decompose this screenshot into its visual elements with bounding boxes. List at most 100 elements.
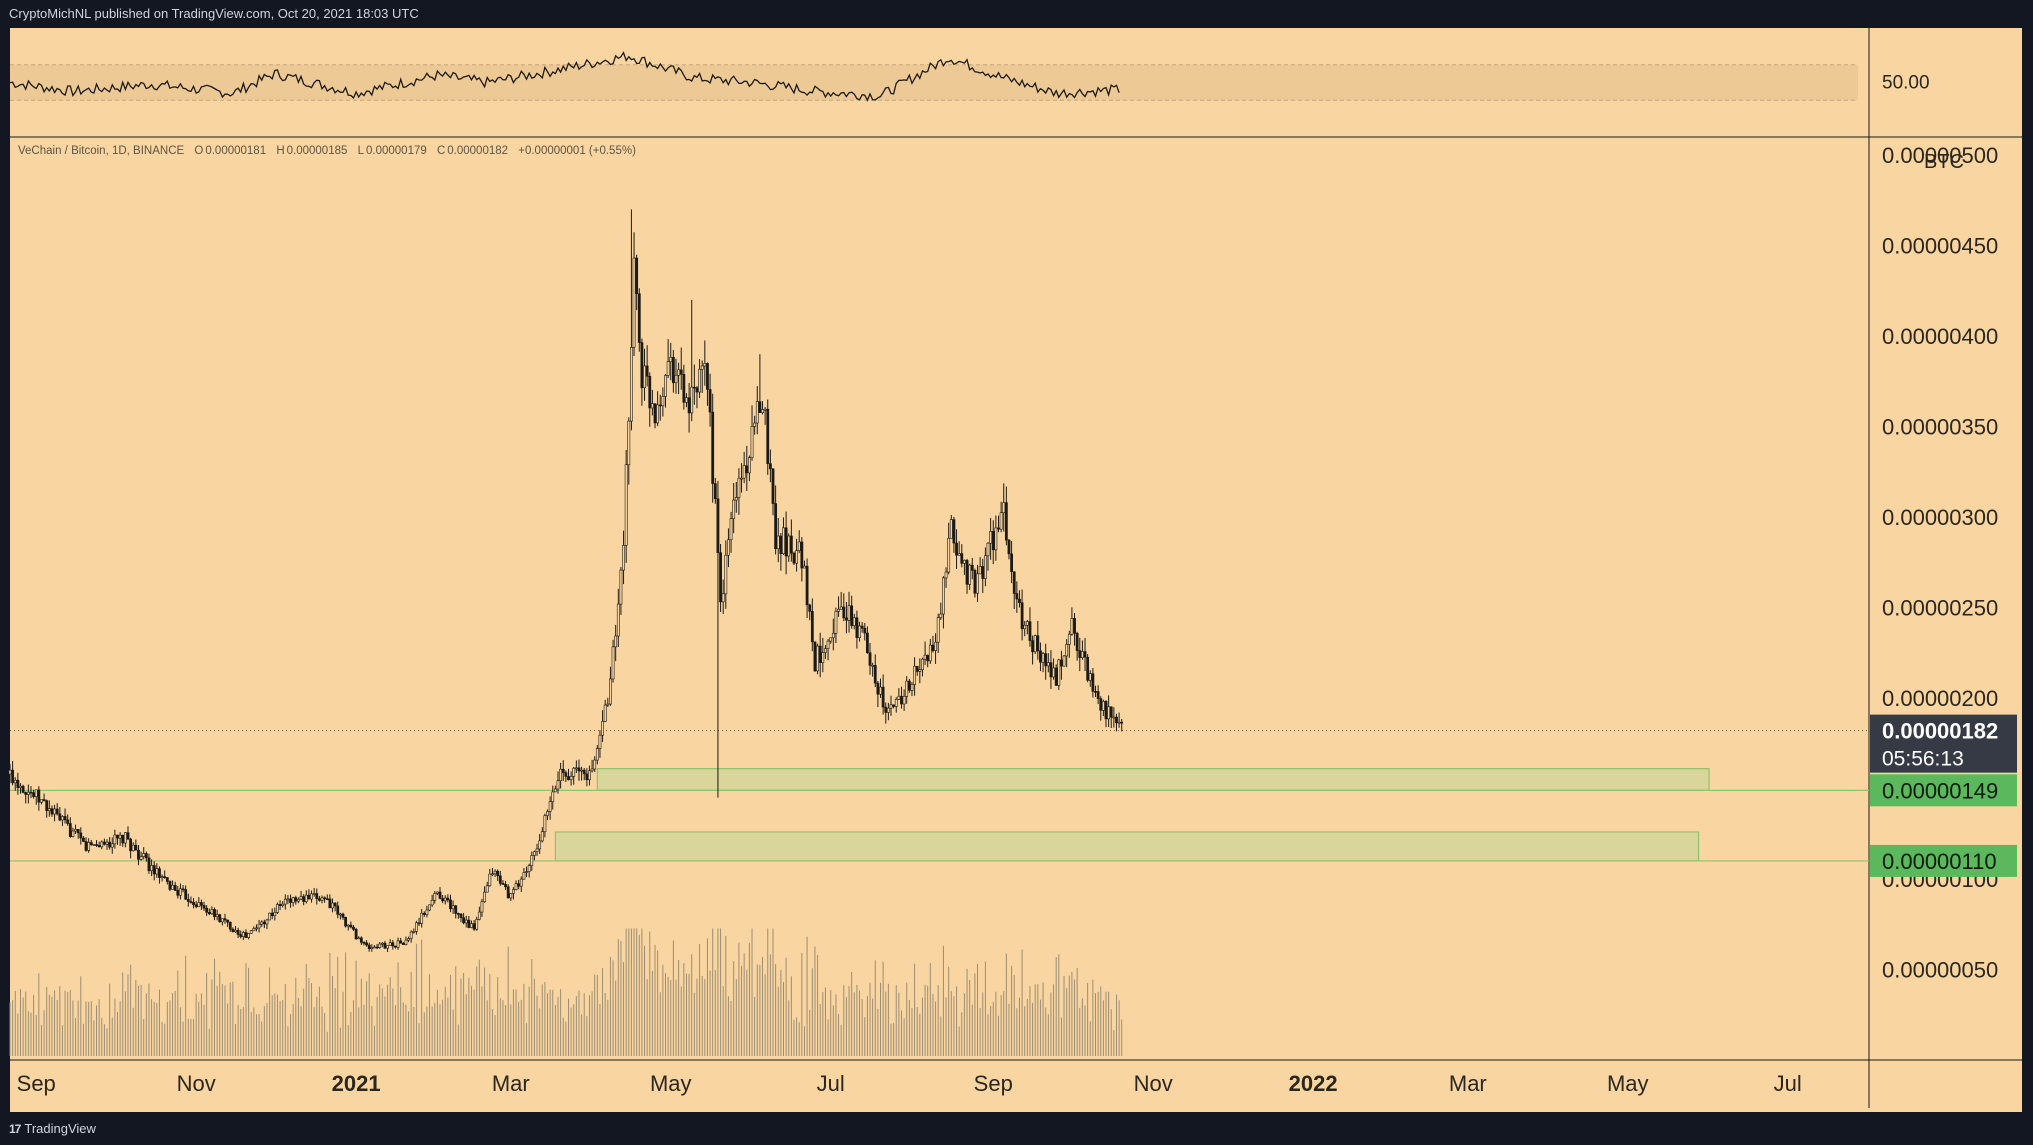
candle-body [247, 933, 251, 938]
candle-body [973, 570, 977, 594]
candle-body [1049, 662, 1053, 678]
candle-body [818, 645, 822, 663]
candle-body [491, 873, 494, 876]
candle-body [97, 845, 101, 848]
price-tick-0: 0.00000500 [1882, 143, 1998, 168]
candle-body [614, 635, 618, 648]
candle-body [231, 928, 235, 933]
legend-open: 0.00000181 [205, 145, 267, 157]
candle-body [1020, 602, 1024, 630]
legend-symbol: VeChain / Bitcoin, 1D, BINANCE [18, 145, 185, 157]
candle-body [186, 898, 190, 902]
candle-body [68, 823, 72, 837]
candle-body [61, 816, 64, 821]
candle-body [401, 942, 405, 945]
candle-body [228, 921, 232, 930]
candle-body [110, 843, 114, 848]
candle-body [210, 909, 214, 914]
tradingview-logo-icon: 17 [9, 1121, 21, 1136]
candle-body [737, 477, 741, 498]
support-zone-2[interactable] [554, 831, 1700, 862]
candle-body [249, 930, 253, 934]
candle-body [695, 387, 699, 393]
candle-body [262, 921, 266, 925]
candle-body [176, 890, 180, 896]
support-zone-1[interactable] [596, 768, 1710, 791]
tradingview-logo-text: TradingView [24, 1121, 96, 1136]
candle-body [268, 912, 271, 921]
support-price-label-1: 0.00000149 [1882, 778, 1998, 803]
candle-body [131, 844, 135, 852]
candle-body [394, 945, 397, 948]
candle-body [525, 871, 528, 873]
candle-body [590, 768, 594, 772]
candle-body [336, 905, 340, 915]
candle-body [257, 923, 261, 929]
candle-body [349, 924, 353, 928]
candle-body [307, 894, 311, 900]
legend-high: 0.00000185 [286, 145, 348, 157]
candle-body [936, 617, 940, 643]
candle-body [921, 658, 924, 670]
candle-body [551, 791, 555, 802]
candle-body [317, 898, 321, 901]
candle-body [323, 897, 327, 900]
candle-body [454, 905, 458, 914]
candle-body [79, 832, 83, 839]
candle-body [635, 257, 639, 295]
candle-body [89, 842, 93, 846]
candle-body [816, 645, 819, 672]
candle-body [789, 535, 793, 554]
candle-body [189, 901, 193, 903]
candle-body [868, 652, 872, 666]
candle-body [139, 856, 143, 860]
candle-body [346, 924, 350, 927]
candle-body [391, 942, 395, 947]
candle-body [553, 788, 557, 793]
candle-body [580, 769, 583, 772]
candle-body [942, 577, 945, 615]
candle-body [265, 919, 269, 925]
candle-body [483, 891, 486, 903]
candle-body [1065, 644, 1069, 657]
candle-body [380, 942, 384, 945]
candle-body [732, 499, 736, 519]
candle-body [900, 695, 903, 705]
candle-body [378, 943, 382, 948]
candle-body [76, 828, 80, 834]
tradingview-logo[interactable]: 17 TradingView [9, 1121, 96, 1136]
candle-body [970, 564, 974, 571]
candle-body [991, 531, 995, 551]
candle-body [821, 652, 825, 663]
price-tick-6: 0.00000200 [1882, 686, 1998, 711]
candle-body [184, 889, 188, 900]
candle-body [1115, 716, 1118, 724]
candle-body [965, 559, 969, 585]
candle-body [661, 396, 665, 407]
candle-body [373, 946, 376, 949]
candle-body [585, 773, 589, 781]
candle-body [666, 361, 670, 376]
candle-body [1031, 640, 1034, 653]
candle-body [588, 770, 591, 781]
candle-body [383, 942, 387, 949]
candle-body [234, 929, 237, 933]
candle-body [488, 873, 492, 887]
price-unit-label: BTC [1924, 151, 1964, 173]
candle-body [776, 535, 780, 550]
legend-low-label: L [357, 145, 364, 157]
candle-body [47, 808, 51, 811]
price-tick-1: 0.00000450 [1882, 234, 1998, 259]
candle-body [831, 633, 835, 639]
candle-body [897, 695, 901, 700]
candle-body [310, 893, 313, 900]
candle-body [137, 849, 140, 860]
chart-background [10, 28, 1869, 1112]
candle-body [430, 899, 434, 906]
candle-body [24, 792, 28, 795]
candle-body [1086, 656, 1090, 681]
legend-close: 0.00000182 [447, 145, 509, 157]
price-axis-background [1869, 28, 2033, 1112]
candle-body [533, 851, 536, 856]
